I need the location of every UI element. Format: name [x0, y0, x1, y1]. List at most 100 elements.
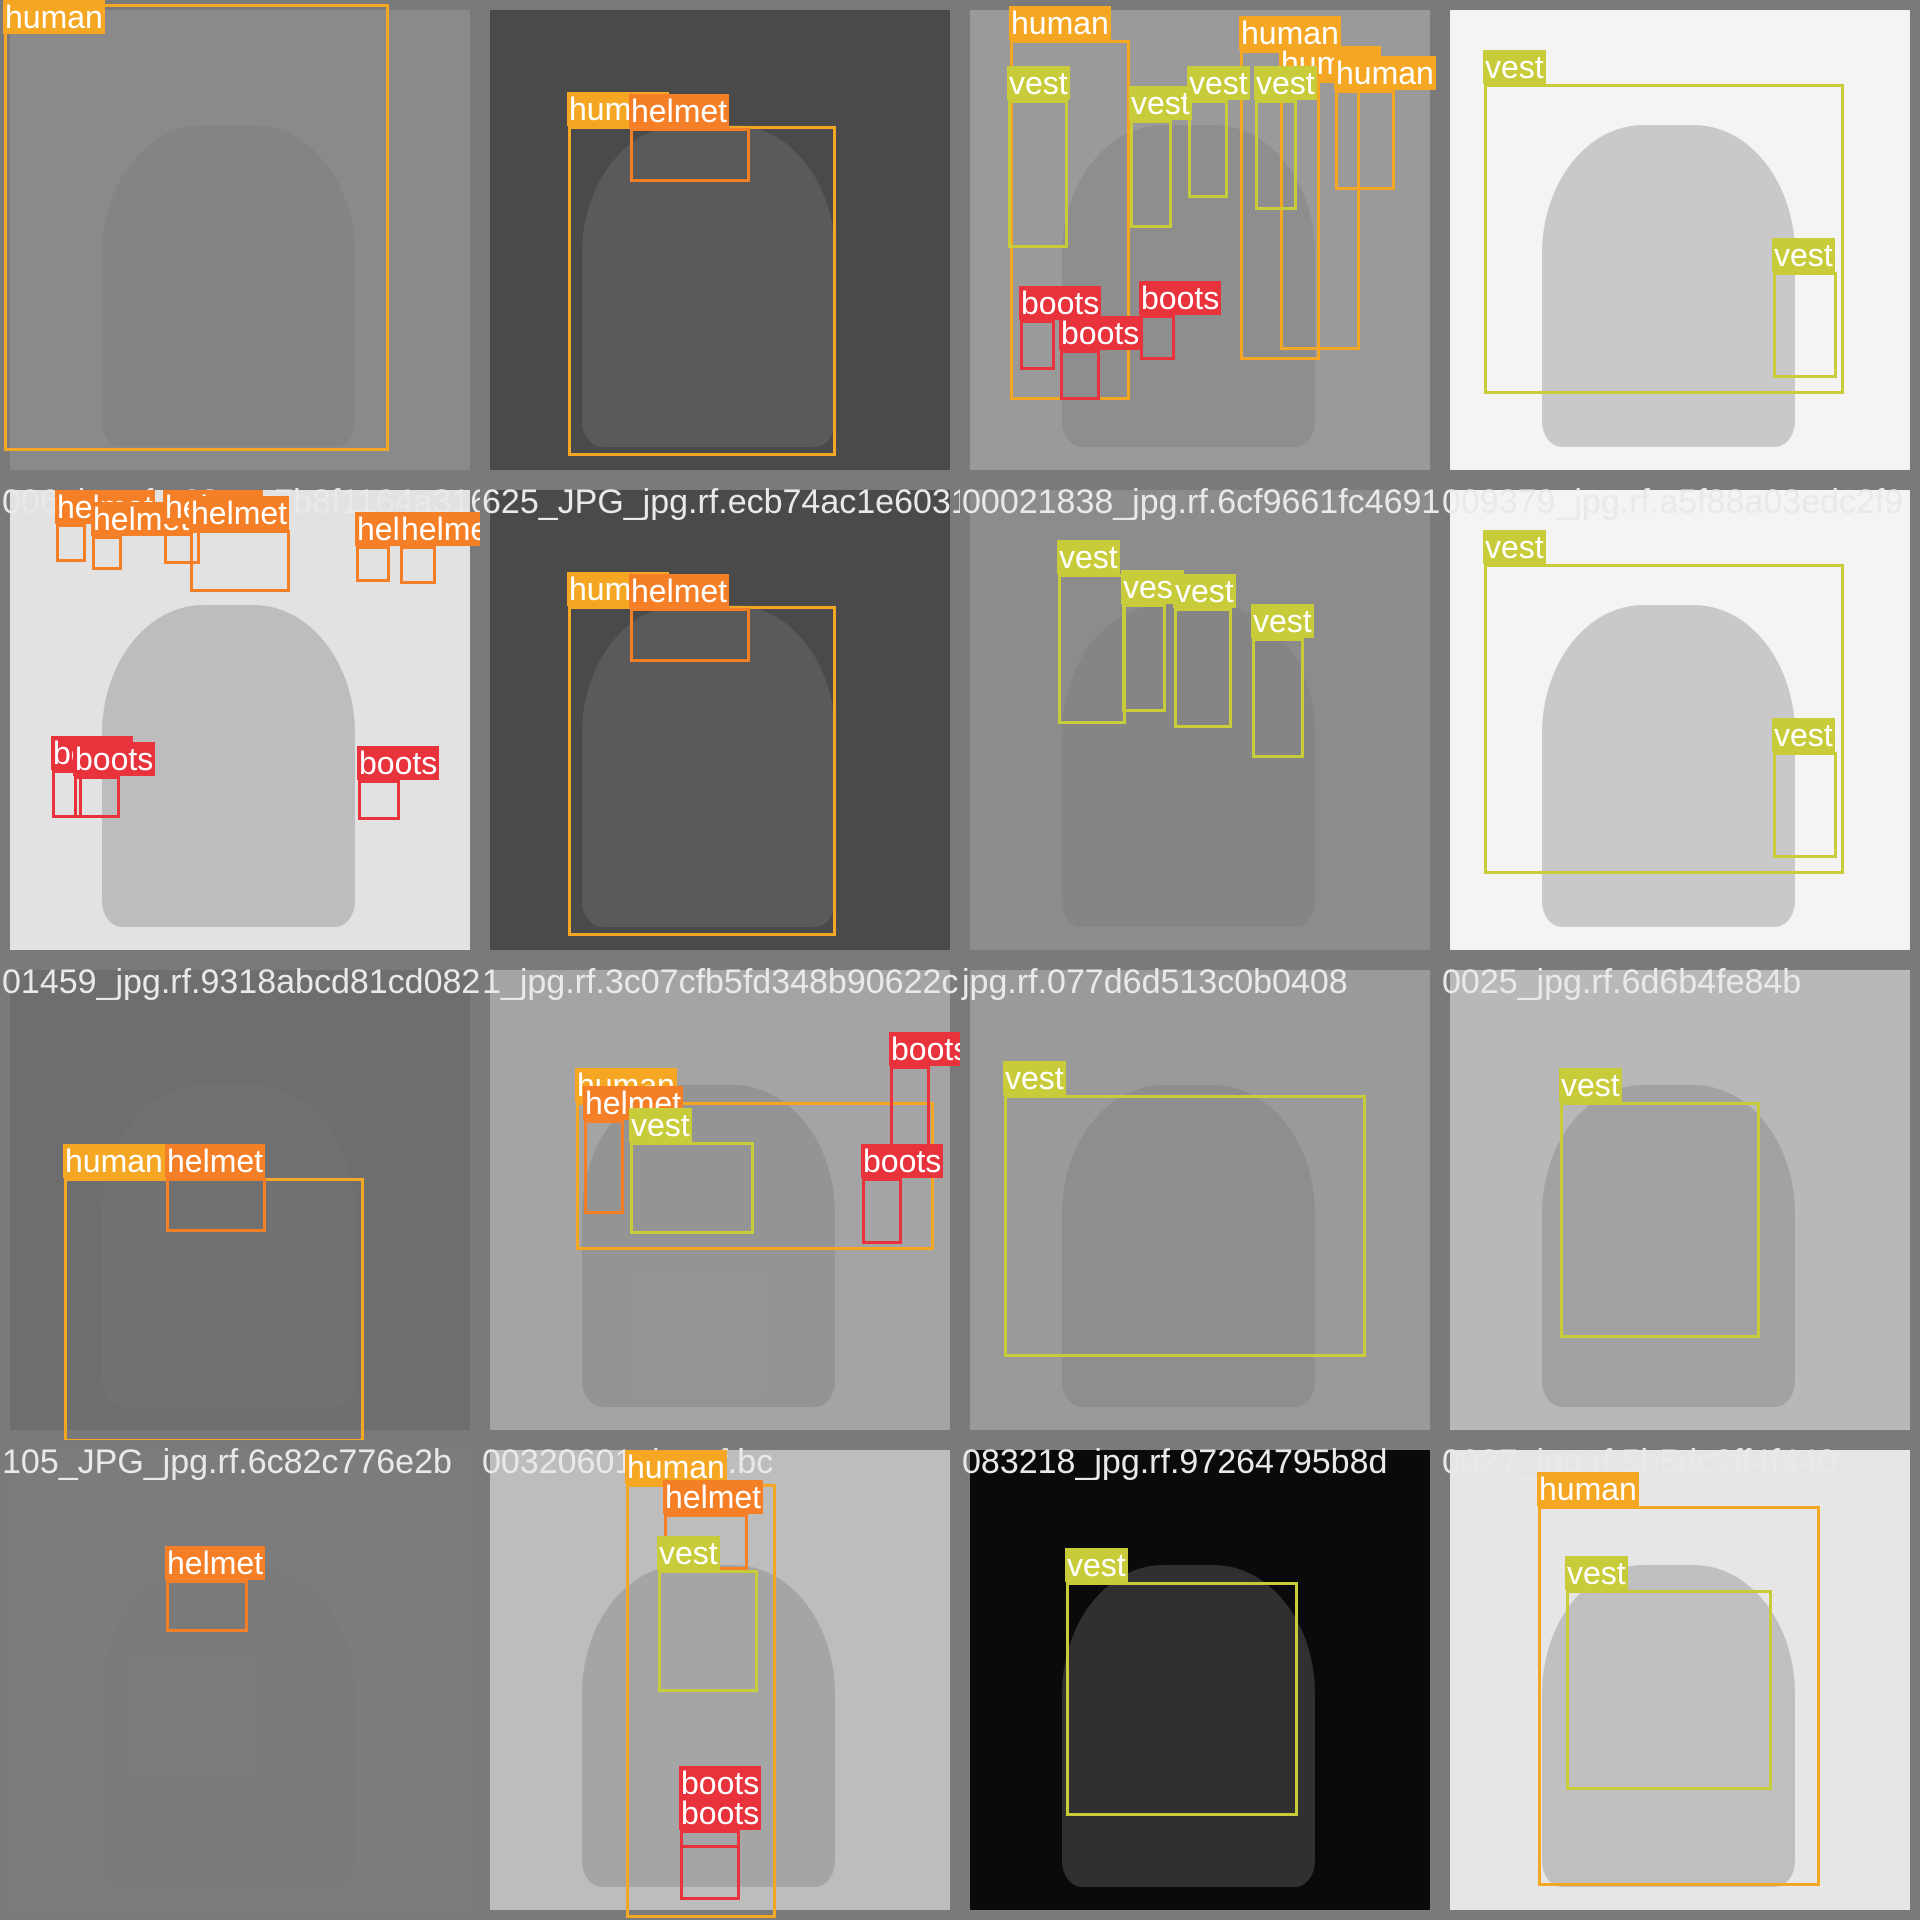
scene-shape	[1062, 1085, 1315, 1407]
scene-shape	[582, 125, 835, 447]
bbox-label-helmet: helmet	[165, 1545, 266, 1581]
bbox-label-boots: boots	[889, 1032, 960, 1066]
bbox-vest	[1188, 100, 1228, 198]
photo-area	[1450, 1450, 1910, 1910]
bbox-label-boots: boots	[1139, 280, 1222, 316]
bbox-vest	[1066, 1582, 1298, 1816]
tile-filename: jpg.rf.077d6d513c0b0408	[962, 963, 1348, 1001]
bbox-label-helmet: helmet	[165, 1143, 266, 1179]
tile-filename: 00021838_jpg.rf.6cf9661fc46917	[962, 483, 1440, 521]
bbox-label-human: human	[1537, 1471, 1639, 1507]
bbox-label-vest: vest	[1251, 603, 1314, 639]
bbox-label-vest: vest	[1483, 529, 1546, 565]
bbox-helmet	[400, 546, 436, 584]
bbox-label-helmet: helmet	[399, 512, 480, 546]
bbox-helmet	[190, 530, 290, 592]
bbox-helmet	[166, 1178, 266, 1232]
bbox-label-human: human	[63, 1143, 165, 1179]
bbox-helmet	[56, 524, 86, 562]
bbox-label-vest: vest	[1003, 1060, 1066, 1096]
bbox-label-human: human	[1009, 5, 1111, 41]
scene-shape	[1062, 1565, 1315, 1887]
bbox-helmet	[166, 1580, 248, 1632]
scene-shape	[582, 1085, 835, 1407]
tile-filename: 0025_jpg.rf.6d6b4fe84b	[1442, 963, 1802, 1001]
tile-filename: 083218_jpg.rf.97264795b8d	[962, 1443, 1388, 1481]
photo-area	[10, 490, 470, 950]
bbox-helmet	[630, 128, 750, 182]
bbox-label-boots: boots	[1019, 285, 1102, 321]
photo-area	[490, 970, 950, 1430]
bbox-label-boots: boots	[73, 741, 156, 777]
bbox-boots	[862, 1178, 902, 1244]
bbox-label-vest: vest	[1007, 65, 1070, 101]
bbox-helmet	[92, 536, 122, 570]
bbox-boots	[358, 780, 400, 820]
bbox-boots	[74, 776, 120, 818]
image-tile-t12: 00021838_jpg.rf.6cf9661fc46917 vest vest ve…	[960, 480, 1440, 960]
scene-shape	[102, 1085, 355, 1407]
bbox-label-vest: vest	[1772, 717, 1835, 753]
image-tile-t03: vest vest	[1440, 0, 1920, 480]
bbox-label-vest: vest	[1129, 85, 1192, 121]
bbox-vest	[1252, 638, 1304, 758]
bbox-label-vest: vest	[1173, 573, 1236, 609]
photo-area	[10, 1450, 470, 1910]
bbox-label-boots: boots	[1059, 315, 1142, 351]
tile-filename: 625_JPG_jpg.rf.ecb74ac1e6031839fe02b9	[482, 483, 960, 521]
photo-area	[490, 10, 950, 470]
bbox-vest	[630, 1142, 754, 1234]
bbox-vest	[1560, 1102, 1760, 1338]
bbox-label-human: human	[1239, 15, 1341, 51]
bbox-label-vest: vest	[1065, 1547, 1128, 1583]
scene-shape	[582, 605, 835, 927]
bbox-label-boots: boots	[679, 1765, 762, 1801]
tile-filename: 01459_jpg.rf.9318abcd81cd0824b	[2, 963, 480, 1001]
image-tile-t01: human helmet	[480, 0, 960, 480]
bbox-vest	[1484, 84, 1844, 394]
bbox-boots	[52, 770, 82, 818]
bbox-vest	[1484, 564, 1844, 874]
bbox-vest	[1566, 1590, 1772, 1790]
bbox-helmet	[584, 1120, 624, 1214]
bbox-label-human: human	[1334, 55, 1436, 91]
bbox-vest	[1255, 100, 1297, 210]
tile-filename: 1_jpg.rf.3c07cfb5fd348b90622c14	[482, 963, 960, 1001]
scene-shape	[582, 1565, 835, 1887]
bbox-label-vest: vest	[1565, 1555, 1628, 1591]
photo-area	[970, 1450, 1430, 1910]
bbox-label-vest: vest	[1559, 1067, 1622, 1103]
image-tile-t22: jpg.rf.077d6d513c0b0408 vest	[960, 960, 1440, 1440]
image-tile-t13: 009379_jpg.rf.a5f88a03edc2f9 vest vest	[1440, 480, 1920, 960]
bbox-label-helmet: helmet	[629, 573, 730, 609]
bbox-vest	[1122, 604, 1166, 712]
bbox-vest	[1130, 120, 1172, 228]
bbox-helmet	[630, 608, 750, 662]
photo-area	[970, 970, 1430, 1430]
image-tile-t31: 00320601_jpg.rf.bchumanhelmetvestbootsbo…	[480, 1440, 960, 1920]
bbox-label-boots: boots	[679, 1795, 762, 1831]
image-tile-t00: human	[0, 0, 480, 480]
bbox-vest	[658, 1570, 758, 1692]
bbox-vest	[1008, 100, 1068, 248]
bbox-label-vest: vest	[657, 1535, 720, 1571]
bbox-label-helmet: helmet	[629, 93, 730, 129]
bbox-label-vest: vest	[1772, 237, 1835, 273]
bbox-vest	[1174, 608, 1232, 728]
bbox-label-vest: vest	[1057, 539, 1120, 575]
photo-area	[970, 490, 1430, 950]
bbox-label-helmet: helmet	[189, 495, 290, 531]
scene-shape	[1542, 1565, 1795, 1887]
bbox-label-human: human	[625, 1449, 727, 1485]
tile-filename: 0027_jpg.rf.5b5dc2ff4f440	[1442, 1443, 1837, 1481]
image-tile-t10: 006_jpg.rf.e63caa7b8f1164a316f2d0636helm…	[0, 480, 480, 960]
photo-area	[10, 970, 470, 1430]
image-tile-t11: 625_JPG_jpg.rf.ecb74ac1e6031839fe02b9hum…	[480, 480, 960, 960]
image-tile-t21: 1_jpg.rf.3c07cfb5fd348b90622c14 human helm…	[480, 960, 960, 1440]
image-tile-t02: human human human human vest vest vest vest boot…	[960, 0, 1440, 480]
photo-area	[490, 490, 950, 950]
